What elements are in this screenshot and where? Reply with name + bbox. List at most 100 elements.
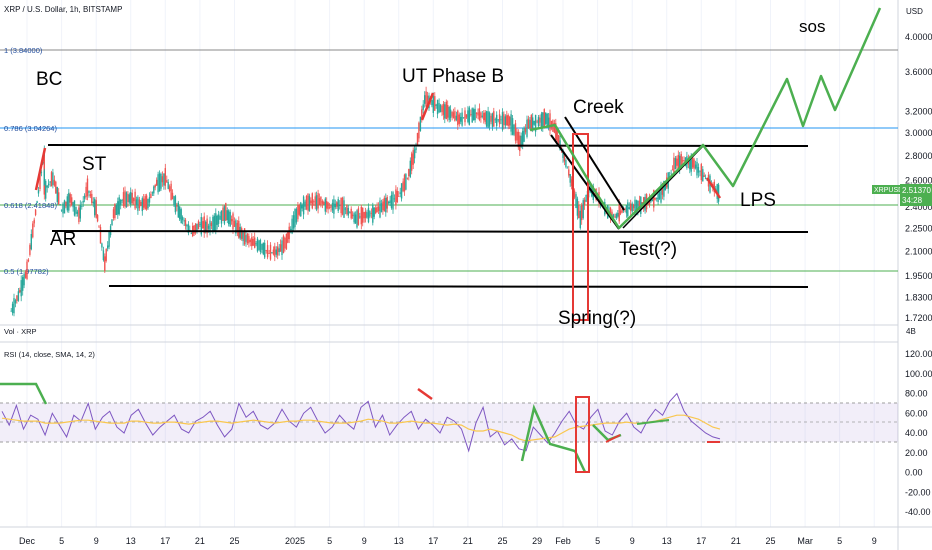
candle-body (457, 110, 459, 126)
candle-body (56, 186, 58, 202)
creek-line-1 (564, 116, 625, 211)
candle-body (533, 120, 535, 125)
candle-body (471, 108, 473, 123)
rsi-tick-label: 120.00 (905, 349, 932, 359)
candle-body (164, 168, 166, 186)
candle-body (692, 157, 694, 168)
candle-body (351, 214, 354, 217)
time-axis[interactable]: Dec 5 9 13 17 21 25 2025 5 9 13 17 21 25 29 Feb 5 9 13 17 21… (19, 536, 877, 546)
time-tick-label: 29 (532, 536, 542, 546)
candle-body (334, 203, 336, 208)
candle-body (663, 180, 665, 197)
candle-body (386, 197, 388, 209)
rsi-axis: 120.00 100.00 80.00 60.00 40.00 20.00 0.00 -20.… (905, 349, 932, 517)
rsi-series (1, 392, 721, 453)
candle-body (484, 112, 486, 122)
candle-body (517, 131, 519, 148)
candle-body (513, 124, 515, 135)
symbol-title[interactable]: XRP / U.S. Dollar, 1h, BITSTAMP (4, 5, 122, 14)
candle-body (272, 249, 275, 255)
candle-body (498, 114, 501, 125)
candle-body (121, 200, 123, 201)
candle-body (94, 199, 96, 216)
candle-body (264, 242, 266, 258)
candle-body (563, 154, 566, 162)
label-st: ST (82, 154, 107, 175)
candle-body (202, 221, 204, 229)
candle-body (426, 95, 429, 105)
price-axis[interactable]: 4.00000 3.60000 3.20000 3.00000 2.80000 2.600… (905, 32, 932, 323)
candle-body (556, 129, 558, 142)
candle-body (434, 96, 436, 111)
candle-body (509, 116, 511, 126)
candle-body (181, 217, 184, 221)
candle-body (532, 117, 534, 130)
candle-body (676, 158, 678, 166)
volume-label[interactable]: Vol · XRP (4, 327, 37, 336)
candle-body (680, 154, 682, 168)
candle-body (372, 204, 374, 223)
candle-body (81, 206, 83, 207)
candle-body (474, 108, 476, 121)
candle-body (197, 221, 200, 230)
candle-body (243, 228, 246, 245)
currency-label[interactable]: USD (906, 7, 923, 16)
candle-body (375, 207, 377, 214)
candle-body (650, 200, 652, 202)
candle-body (403, 174, 406, 192)
candle-body (370, 212, 373, 214)
candle-body (135, 199, 138, 206)
time-tick-label: 9 (630, 536, 635, 546)
candle-body (193, 225, 195, 234)
candle-body (347, 207, 349, 216)
candle-body (419, 116, 422, 131)
candle-body (383, 197, 385, 212)
candle-body (95, 200, 97, 218)
candle-body (268, 253, 270, 254)
candle-body (468, 107, 470, 125)
candle-body (230, 219, 233, 222)
rsi-tick-label: -20.00 (905, 487, 931, 497)
candle-body (421, 109, 423, 120)
price-badge-countdown: 34:28 (902, 196, 923, 205)
candle-body (539, 117, 541, 123)
candle-body (49, 181, 51, 183)
candle-body (416, 133, 419, 146)
time-tick-label: 25 (497, 536, 507, 546)
candle-body (301, 204, 303, 209)
candle-body (543, 109, 545, 126)
candle-body (697, 167, 700, 173)
time-tick-label: 21 (463, 536, 473, 546)
candle-body (504, 116, 507, 126)
rsi-label[interactable]: RSI (14, close, SMA, 14, 2) (4, 350, 95, 359)
time-tick-label: 2025 (285, 536, 305, 546)
candle-body (444, 104, 446, 119)
candle-body (458, 114, 460, 124)
candle-body (53, 179, 56, 186)
candle-body (68, 192, 70, 211)
candle-body (259, 240, 262, 252)
candle-body (32, 223, 34, 238)
candle-body (689, 156, 691, 170)
candle-body (323, 202, 325, 205)
candle-body (477, 112, 479, 116)
candle-body (310, 200, 312, 204)
candle-body (615, 213, 617, 219)
candle-body (43, 186, 45, 195)
candle-body (536, 121, 538, 123)
candle-body (439, 104, 442, 113)
candle-body (657, 193, 659, 202)
candle-body (455, 115, 458, 120)
candle-body (496, 114, 498, 126)
candle-body (17, 291, 20, 301)
range-top-line (47, 144, 809, 147)
candle-body (212, 217, 214, 232)
creek-line-2 (550, 134, 620, 230)
candle-body (473, 109, 475, 121)
candle-body (163, 173, 165, 186)
candle-body (55, 181, 57, 194)
candle-body (399, 192, 401, 194)
price-tick-label: 3.60000 (905, 67, 932, 77)
candle-body (527, 118, 530, 129)
